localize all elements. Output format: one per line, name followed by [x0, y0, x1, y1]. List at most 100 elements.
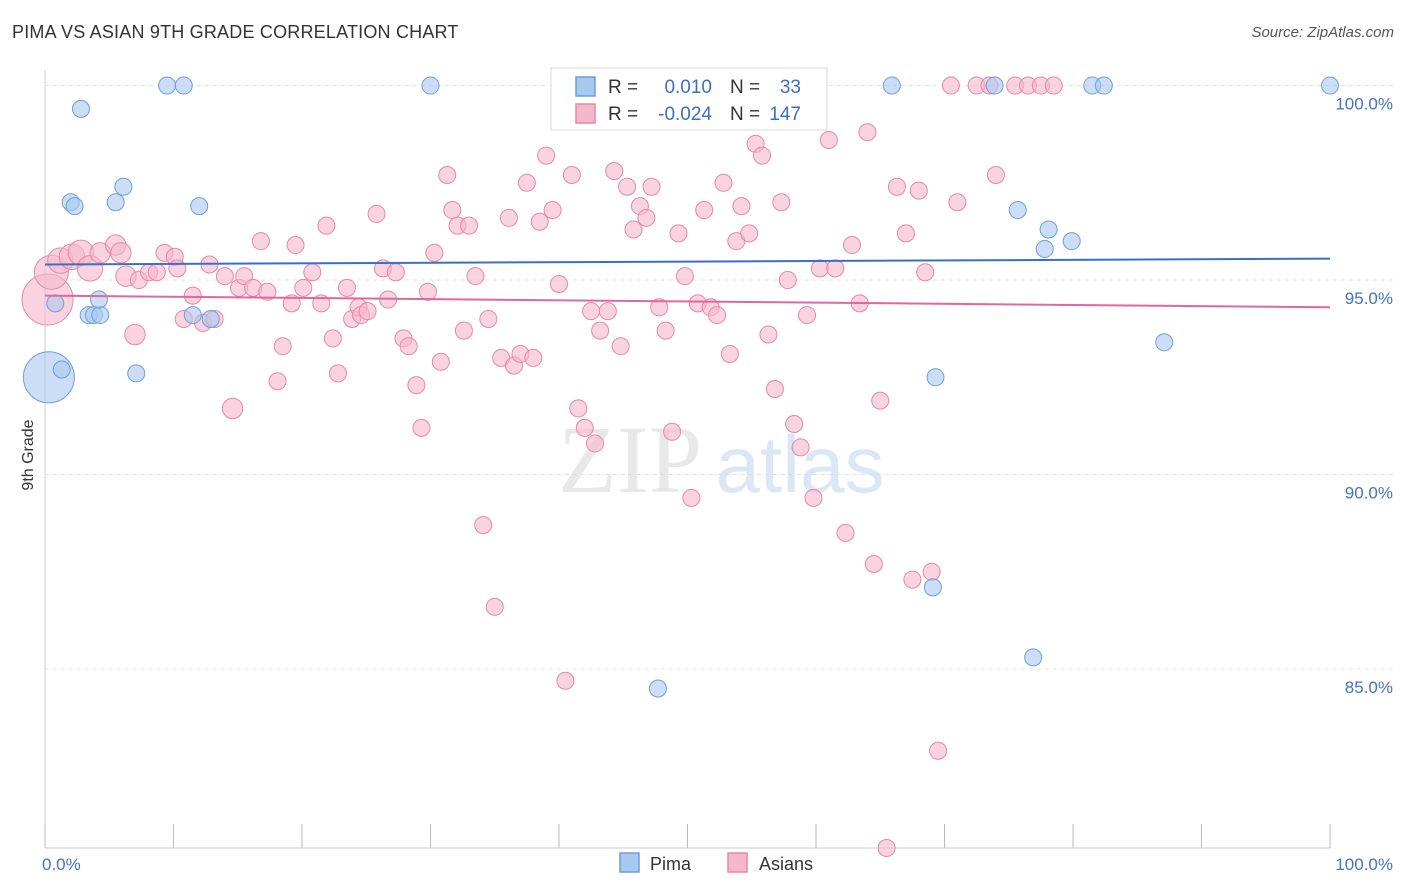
pima-point-0 — [22, 351, 75, 404]
tick-labels: 100.0% 95.0% 90.0% 85.0% 0.0% 100.0% — [42, 95, 1393, 874]
asians-point-32 — [286, 236, 305, 255]
pima-point-9 — [89, 290, 108, 309]
pima-point-30 — [1094, 76, 1113, 95]
pima-point-14 — [174, 76, 193, 95]
pima-point-8 — [91, 306, 110, 325]
pima-point-17 — [183, 306, 202, 325]
asians-point-59 — [460, 216, 479, 235]
asians-point-111 — [791, 438, 810, 457]
asians-point-115 — [819, 131, 838, 150]
asians-trend-line — [44, 294, 1331, 309]
asians-point-51 — [412, 418, 431, 437]
asians-point-109 — [778, 271, 797, 290]
asians-point-30 — [273, 337, 292, 356]
asians-point-92 — [669, 224, 688, 243]
asians-point-98 — [708, 306, 727, 325]
bottom-legend-label-pima: Pima — [650, 854, 692, 874]
asians-point-72 — [543, 201, 562, 220]
x-tick-label-0: 0.0% — [42, 855, 81, 874]
asians-point-50 — [407, 376, 426, 395]
asians-point-47 — [386, 263, 405, 282]
asians-point-121 — [864, 555, 883, 574]
asians-point-73 — [550, 274, 568, 293]
asians-point-22 — [215, 267, 234, 286]
asians-point-18 — [183, 286, 202, 305]
pima-point-1 — [46, 294, 65, 313]
asians-point-131 — [941, 76, 960, 95]
asians-point-39 — [337, 278, 356, 297]
asians-point-80 — [591, 321, 610, 340]
asians-point-65 — [499, 208, 518, 227]
pima-point-12 — [127, 364, 146, 383]
pima-point-4 — [65, 197, 84, 216]
asians-point-125 — [896, 224, 915, 243]
bottom-legend-swatch-asians — [727, 852, 748, 873]
legend-n-label-asians: N = — [730, 104, 760, 125]
pima-point-5 — [71, 99, 90, 118]
asians-point-60 — [466, 267, 485, 286]
pima-point-16 — [201, 309, 220, 328]
asians-point-90 — [656, 321, 675, 340]
asians-point-132 — [948, 193, 967, 212]
asians-point-139 — [1044, 76, 1063, 95]
legend-swatch-asians — [575, 103, 596, 124]
asians-point-43 — [358, 302, 377, 321]
asians-point-68 — [517, 173, 536, 192]
legend-swatch-pima — [575, 76, 596, 97]
asians-point-74 — [556, 671, 575, 690]
asians-point-96 — [695, 201, 714, 220]
legend-r-value-pima: 0.010 — [664, 77, 712, 98]
asians-point-33 — [294, 278, 313, 297]
pima-point-15 — [190, 197, 209, 216]
asians-point-69 — [524, 348, 543, 367]
pima-point-21 — [926, 368, 945, 387]
asians-point-127 — [909, 181, 928, 200]
asians-point-28 — [258, 282, 277, 301]
asians-point-77 — [575, 418, 594, 437]
asians-point-135 — [986, 166, 1005, 185]
pima-point-2 — [52, 360, 71, 379]
gridlines — [45, 85, 1395, 670]
asians-point-79 — [585, 434, 604, 453]
bottom-legend: Pima Asians — [619, 852, 813, 874]
asians-point-94 — [682, 488, 701, 507]
asians-point-112 — [798, 306, 817, 325]
asians-point-126 — [903, 570, 922, 589]
pima-point-20 — [882, 76, 901, 95]
source-label: Source: ZipAtlas.com — [1251, 24, 1394, 41]
trend-lines — [44, 257, 1331, 309]
legend-n-label-pima: N = — [730, 77, 760, 98]
pima-point-26 — [1035, 239, 1054, 258]
asians-point-117 — [836, 523, 855, 542]
asians-point-106 — [759, 325, 778, 344]
asians-point-27 — [251, 232, 270, 251]
asians-point-87 — [637, 208, 656, 227]
asians-point-8 — [110, 242, 132, 264]
legend-n-value-pima: 33 — [780, 77, 801, 98]
asians-point-105 — [753, 146, 772, 165]
asians-point-44 — [367, 204, 386, 223]
asians-point-58 — [454, 321, 473, 340]
asians-point-83 — [611, 337, 630, 356]
asians-point-89 — [650, 298, 669, 317]
chart-title: PIMA VS ASIAN 9TH GRADE CORRELATION CHAR… — [12, 22, 459, 42]
pima-point-11 — [114, 177, 133, 196]
asians-point-123 — [877, 839, 896, 857]
y-tick-label-2: 90.0% — [1345, 484, 1393, 503]
pima-point-10 — [106, 193, 125, 212]
asians-point-118 — [842, 236, 861, 255]
asians-point-70 — [530, 212, 549, 231]
asians-point-34 — [303, 263, 322, 282]
pima-point-22 — [923, 578, 942, 597]
asians-point-56 — [443, 201, 462, 220]
legend-r-value-asians: -0.024 — [658, 104, 712, 125]
asians-point-62 — [479, 309, 498, 328]
asians-point-71 — [537, 146, 556, 165]
asians-point-85 — [624, 220, 643, 239]
asians-point-124 — [887, 177, 906, 196]
asians-point-36 — [317, 216, 336, 235]
asians-point-29 — [268, 372, 287, 391]
asians-point-13 — [147, 263, 166, 282]
bottom-legend-label-asians: Asians — [759, 854, 813, 874]
asians-point-81 — [598, 302, 617, 321]
